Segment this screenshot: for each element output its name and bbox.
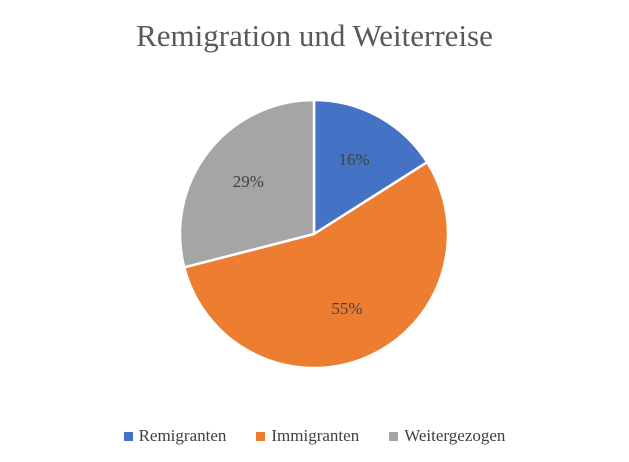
data-label-remigranten: 16% (338, 150, 369, 169)
pie-slice-weitergezogen (178, 98, 316, 269)
legend-label-remigranten: Remigranten (138, 426, 227, 445)
legend-label-immigranten: Immigranten (271, 426, 360, 445)
legend-item-weitergezogen: Weitergezogen (389, 426, 505, 446)
chart-title: Remigration und Weiterreise (136, 18, 493, 53)
pie-slice-immigranten (182, 160, 450, 370)
legend-item-remigranten: Remigranten (123, 426, 227, 446)
legend-swatch-remigranten (123, 431, 133, 441)
legend-item-immigranten: Immigranten (256, 426, 359, 446)
legend-label-weitergezogen: Weitergezogen (404, 426, 506, 445)
data-label-immigranten: 55% (331, 299, 362, 318)
data-label-weitergezogen: 29% (233, 172, 264, 191)
legend: Remigranten Immigranten Weitergezogen (0, 426, 629, 446)
legend-swatch-immigranten (256, 431, 266, 441)
pie-slice-remigranten (312, 98, 429, 237)
legend-swatch-weitergezogen (389, 431, 399, 441)
